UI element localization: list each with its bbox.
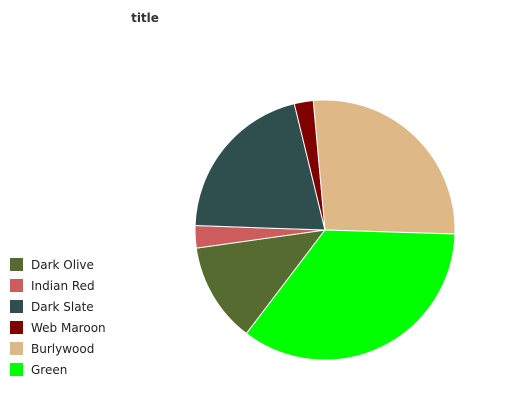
legend-swatch-dark-slate — [10, 300, 23, 313]
legend-label-burlywood: Burlywood — [31, 342, 94, 356]
pie-slice-burlywood — [312, 99, 456, 235]
pie-slice-dark-olive — [195, 229, 327, 335]
legend: Dark Olive Indian Red Dark Slate Web Maroon… — [10, 258, 106, 377]
legend-swatch-indian-red — [10, 279, 23, 292]
legend-label-dark-slate: Dark Slate — [31, 300, 94, 314]
pie-slice-dark-slate — [194, 103, 326, 231]
pie-slice-green — [245, 229, 456, 361]
legend-label-indian-red: Indian Red — [31, 279, 95, 293]
legend-label-dark-olive: Dark Olive — [31, 258, 94, 272]
pie-slices — [194, 99, 456, 361]
legend-label-green: Green — [31, 363, 67, 377]
legend-swatch-web-maroon — [10, 321, 23, 334]
legend-label-web-maroon: Web Maroon — [31, 321, 106, 335]
legend-swatch-green — [10, 363, 23, 376]
legend-swatch-burlywood — [10, 342, 23, 355]
legend-swatch-dark-olive — [10, 258, 23, 271]
chart-title: title — [131, 11, 159, 25]
